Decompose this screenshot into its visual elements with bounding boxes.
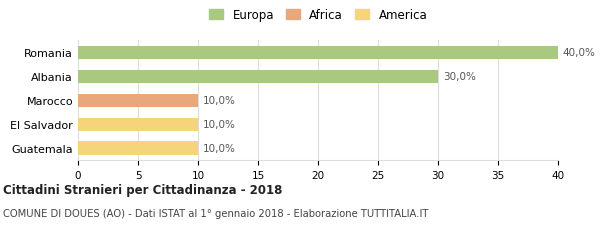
Text: COMUNE DI DOUES (AO) - Dati ISTAT al 1° gennaio 2018 - Elaborazione TUTTITALIA.I: COMUNE DI DOUES (AO) - Dati ISTAT al 1° …: [3, 208, 428, 218]
Bar: [78, 142, 198, 155]
Legend: Europa, Africa, America: Europa, Africa, America: [205, 5, 431, 25]
Bar: [78, 71, 438, 84]
Text: 10,0%: 10,0%: [203, 120, 236, 130]
Text: 10,0%: 10,0%: [203, 143, 236, 153]
Text: 30,0%: 30,0%: [443, 72, 476, 82]
Bar: [78, 47, 558, 60]
Text: Cittadini Stranieri per Cittadinanza - 2018: Cittadini Stranieri per Cittadinanza - 2…: [3, 183, 283, 196]
Text: 40,0%: 40,0%: [563, 48, 596, 58]
Bar: [78, 94, 198, 107]
Text: 10,0%: 10,0%: [203, 96, 236, 106]
Bar: [78, 118, 198, 131]
